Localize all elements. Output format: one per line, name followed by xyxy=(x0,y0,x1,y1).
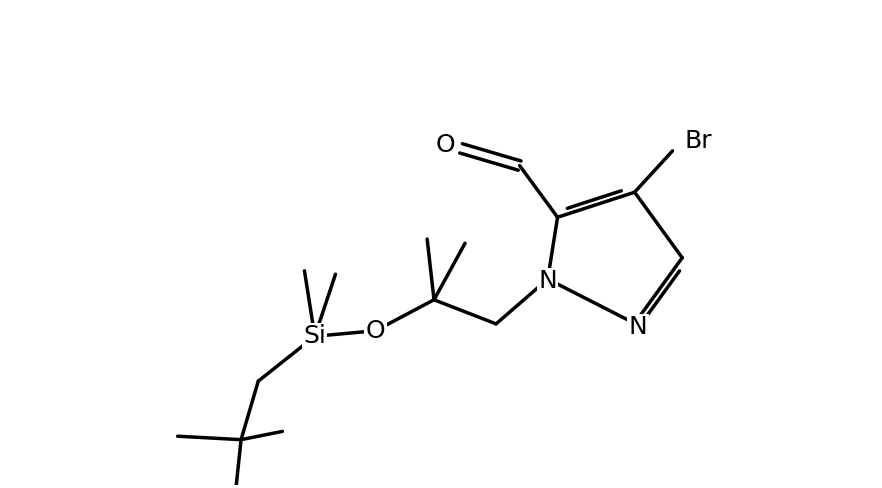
Text: Si: Si xyxy=(303,325,326,348)
Text: O: O xyxy=(366,319,385,343)
Text: Br: Br xyxy=(685,128,713,153)
Text: N: N xyxy=(538,269,557,293)
Text: N: N xyxy=(629,315,647,339)
Text: O: O xyxy=(436,133,456,157)
